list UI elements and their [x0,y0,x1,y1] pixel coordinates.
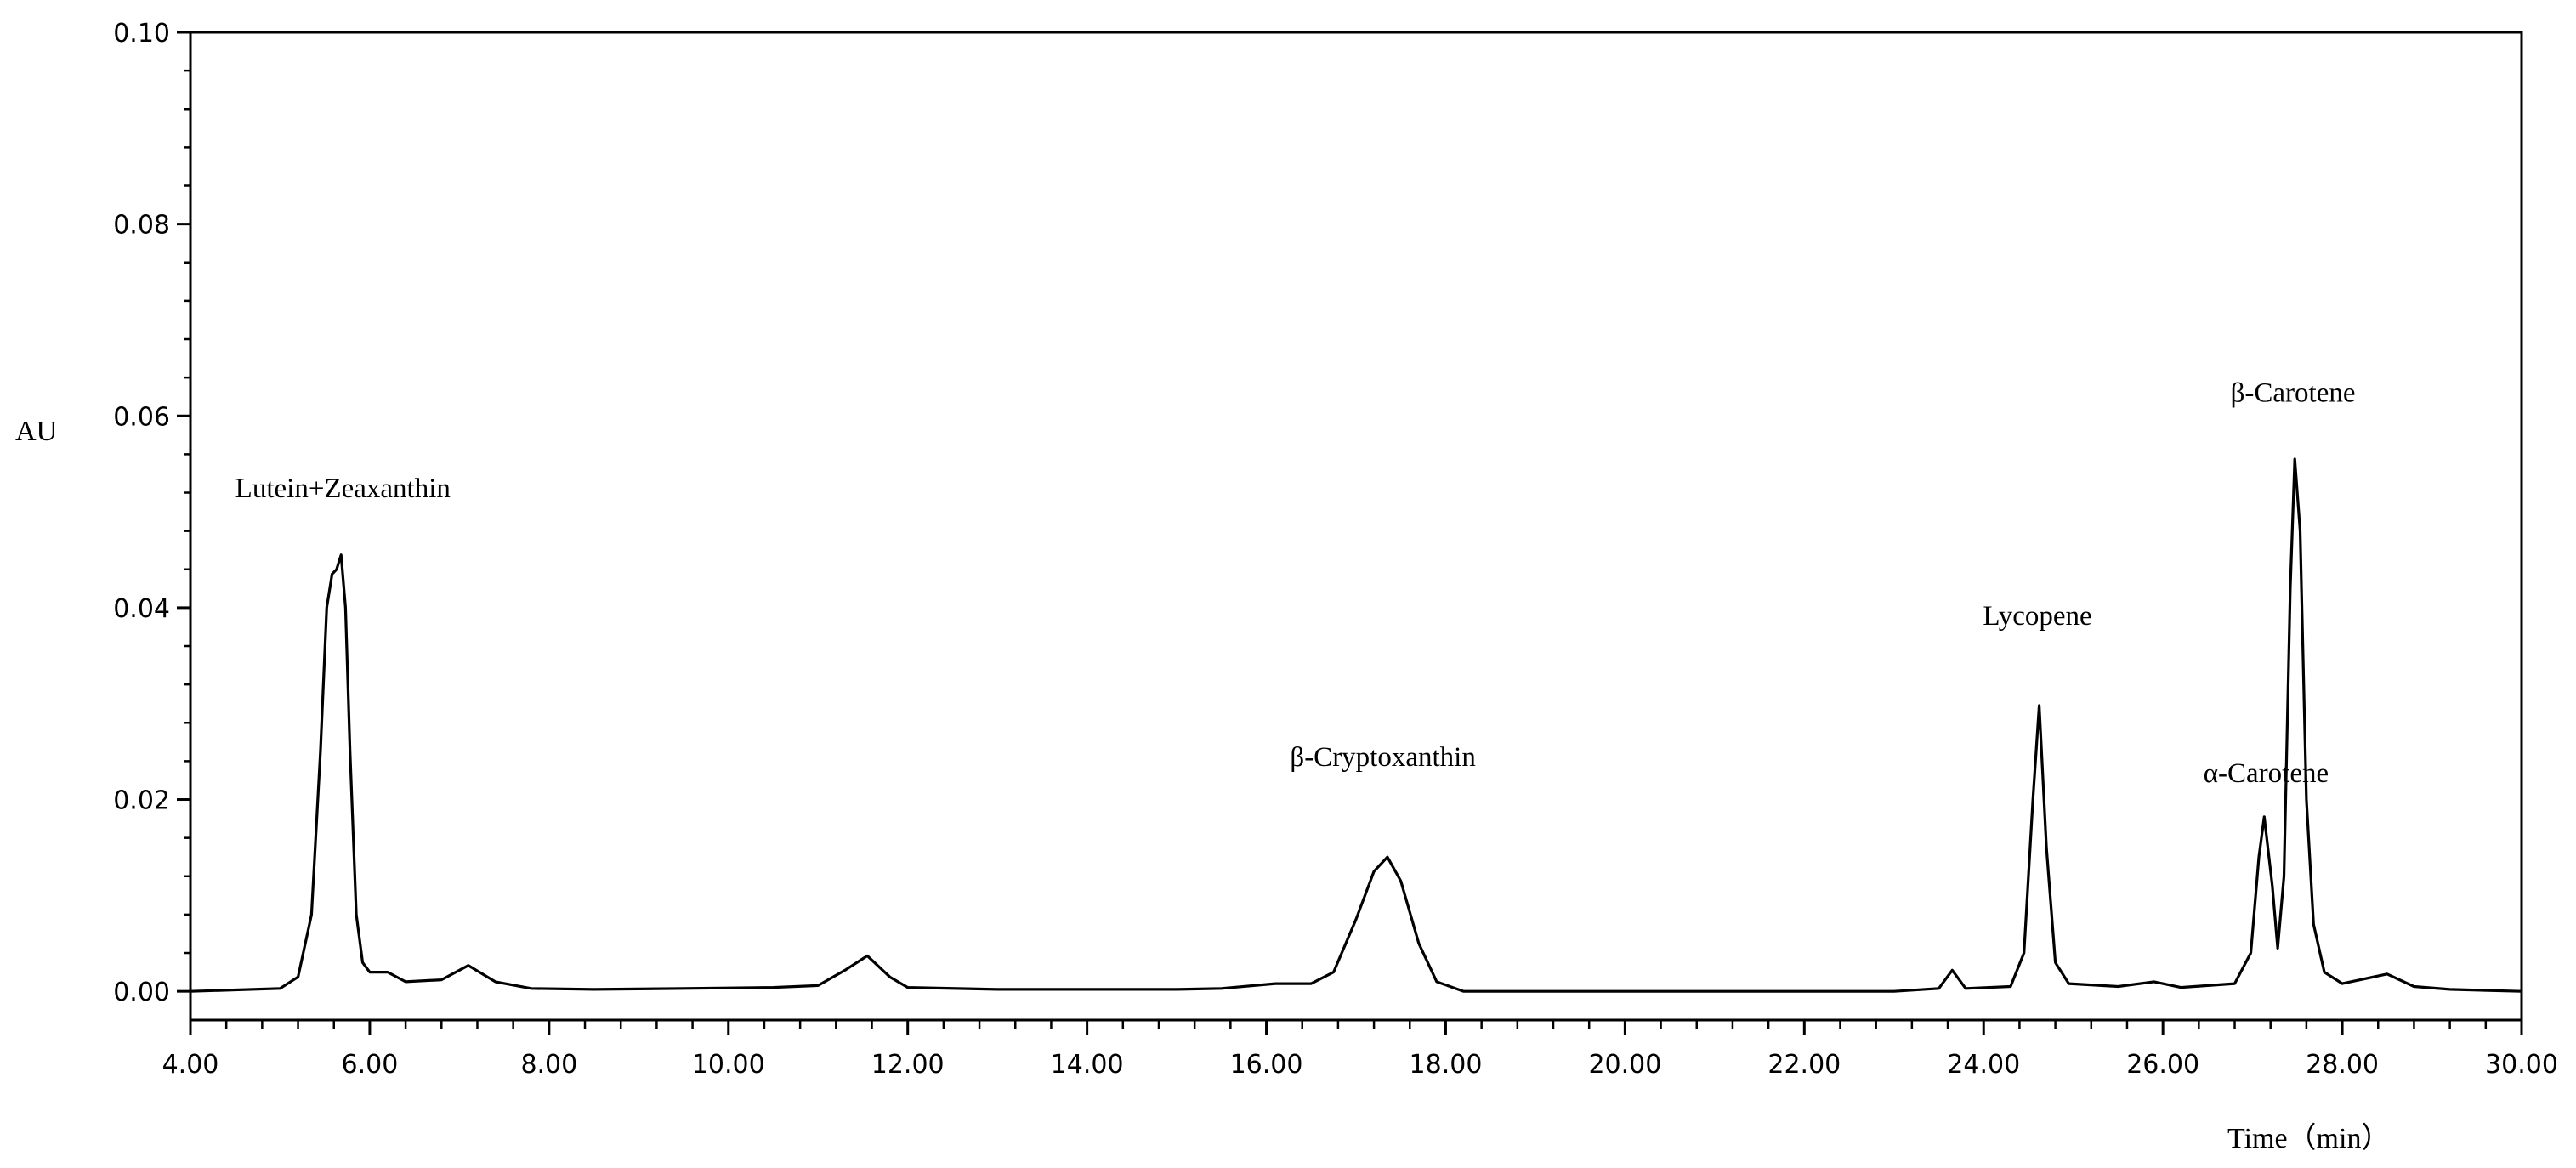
plot-frame [189,31,2523,1022]
y-tick-label-2: 0.04 [113,594,170,624]
x-tick-label-1: 6.00 [342,1050,399,1080]
y-tick-label-5: 0.10 [113,19,170,48]
x-axis: 4.00 6.00 8.00 10.00 12.00 14.00 16.00 18.00 20.… [162,1020,2558,1080]
x-tick-label-3: 10.00 [692,1050,765,1080]
x-tick-label-12: 28.00 [2306,1050,2379,1080]
x-tick-label-13: 30.00 [2485,1050,2558,1080]
y-axis: 0.00 0.02 0.04 0.06 0.08 0.10 [113,19,190,1007]
x-tick-label-7: 18.00 [1410,1050,1483,1080]
peak-label-0: Lutein+Zeaxanthin [235,473,451,504]
x-tick-label-9: 22.00 [1767,1050,1841,1080]
peak-label-4: β-Carotene [2231,377,2356,408]
x-tick-label-5: 14.00 [1051,1050,1124,1080]
x-tick-label-11: 26.00 [2126,1050,2199,1080]
y-tick-label-1: 0.02 [113,786,170,816]
peak-label-2: Lycopene [1983,601,2091,632]
chromatogram-trace [190,457,2522,993]
x-tick-label-6: 16.00 [1230,1050,1303,1080]
y-tick-label-4: 0.08 [113,211,170,241]
x-tick-label-2: 8.00 [520,1050,577,1080]
x-tick-label-4: 12.00 [871,1050,945,1080]
x-tick-label-10: 24.00 [1947,1050,2020,1080]
x-tick-label-0: 4.00 [162,1050,219,1080]
peak-label-3: α-Carotene [2204,758,2329,789]
y-tick-label-3: 0.06 [113,402,170,432]
peak-labels: Lutein+Zeaxanthin β-Cryptoxanthin Lycopene… [235,377,2356,789]
x-axis-title: Time（min） [2227,1122,2390,1154]
x-tick-label-8: 20.00 [1588,1050,1661,1080]
y-axis-title: AU [15,416,57,447]
peak-label-1: β-Cryptoxanthin [1290,742,1475,773]
y-tick-label-0: 0.00 [113,978,170,1007]
